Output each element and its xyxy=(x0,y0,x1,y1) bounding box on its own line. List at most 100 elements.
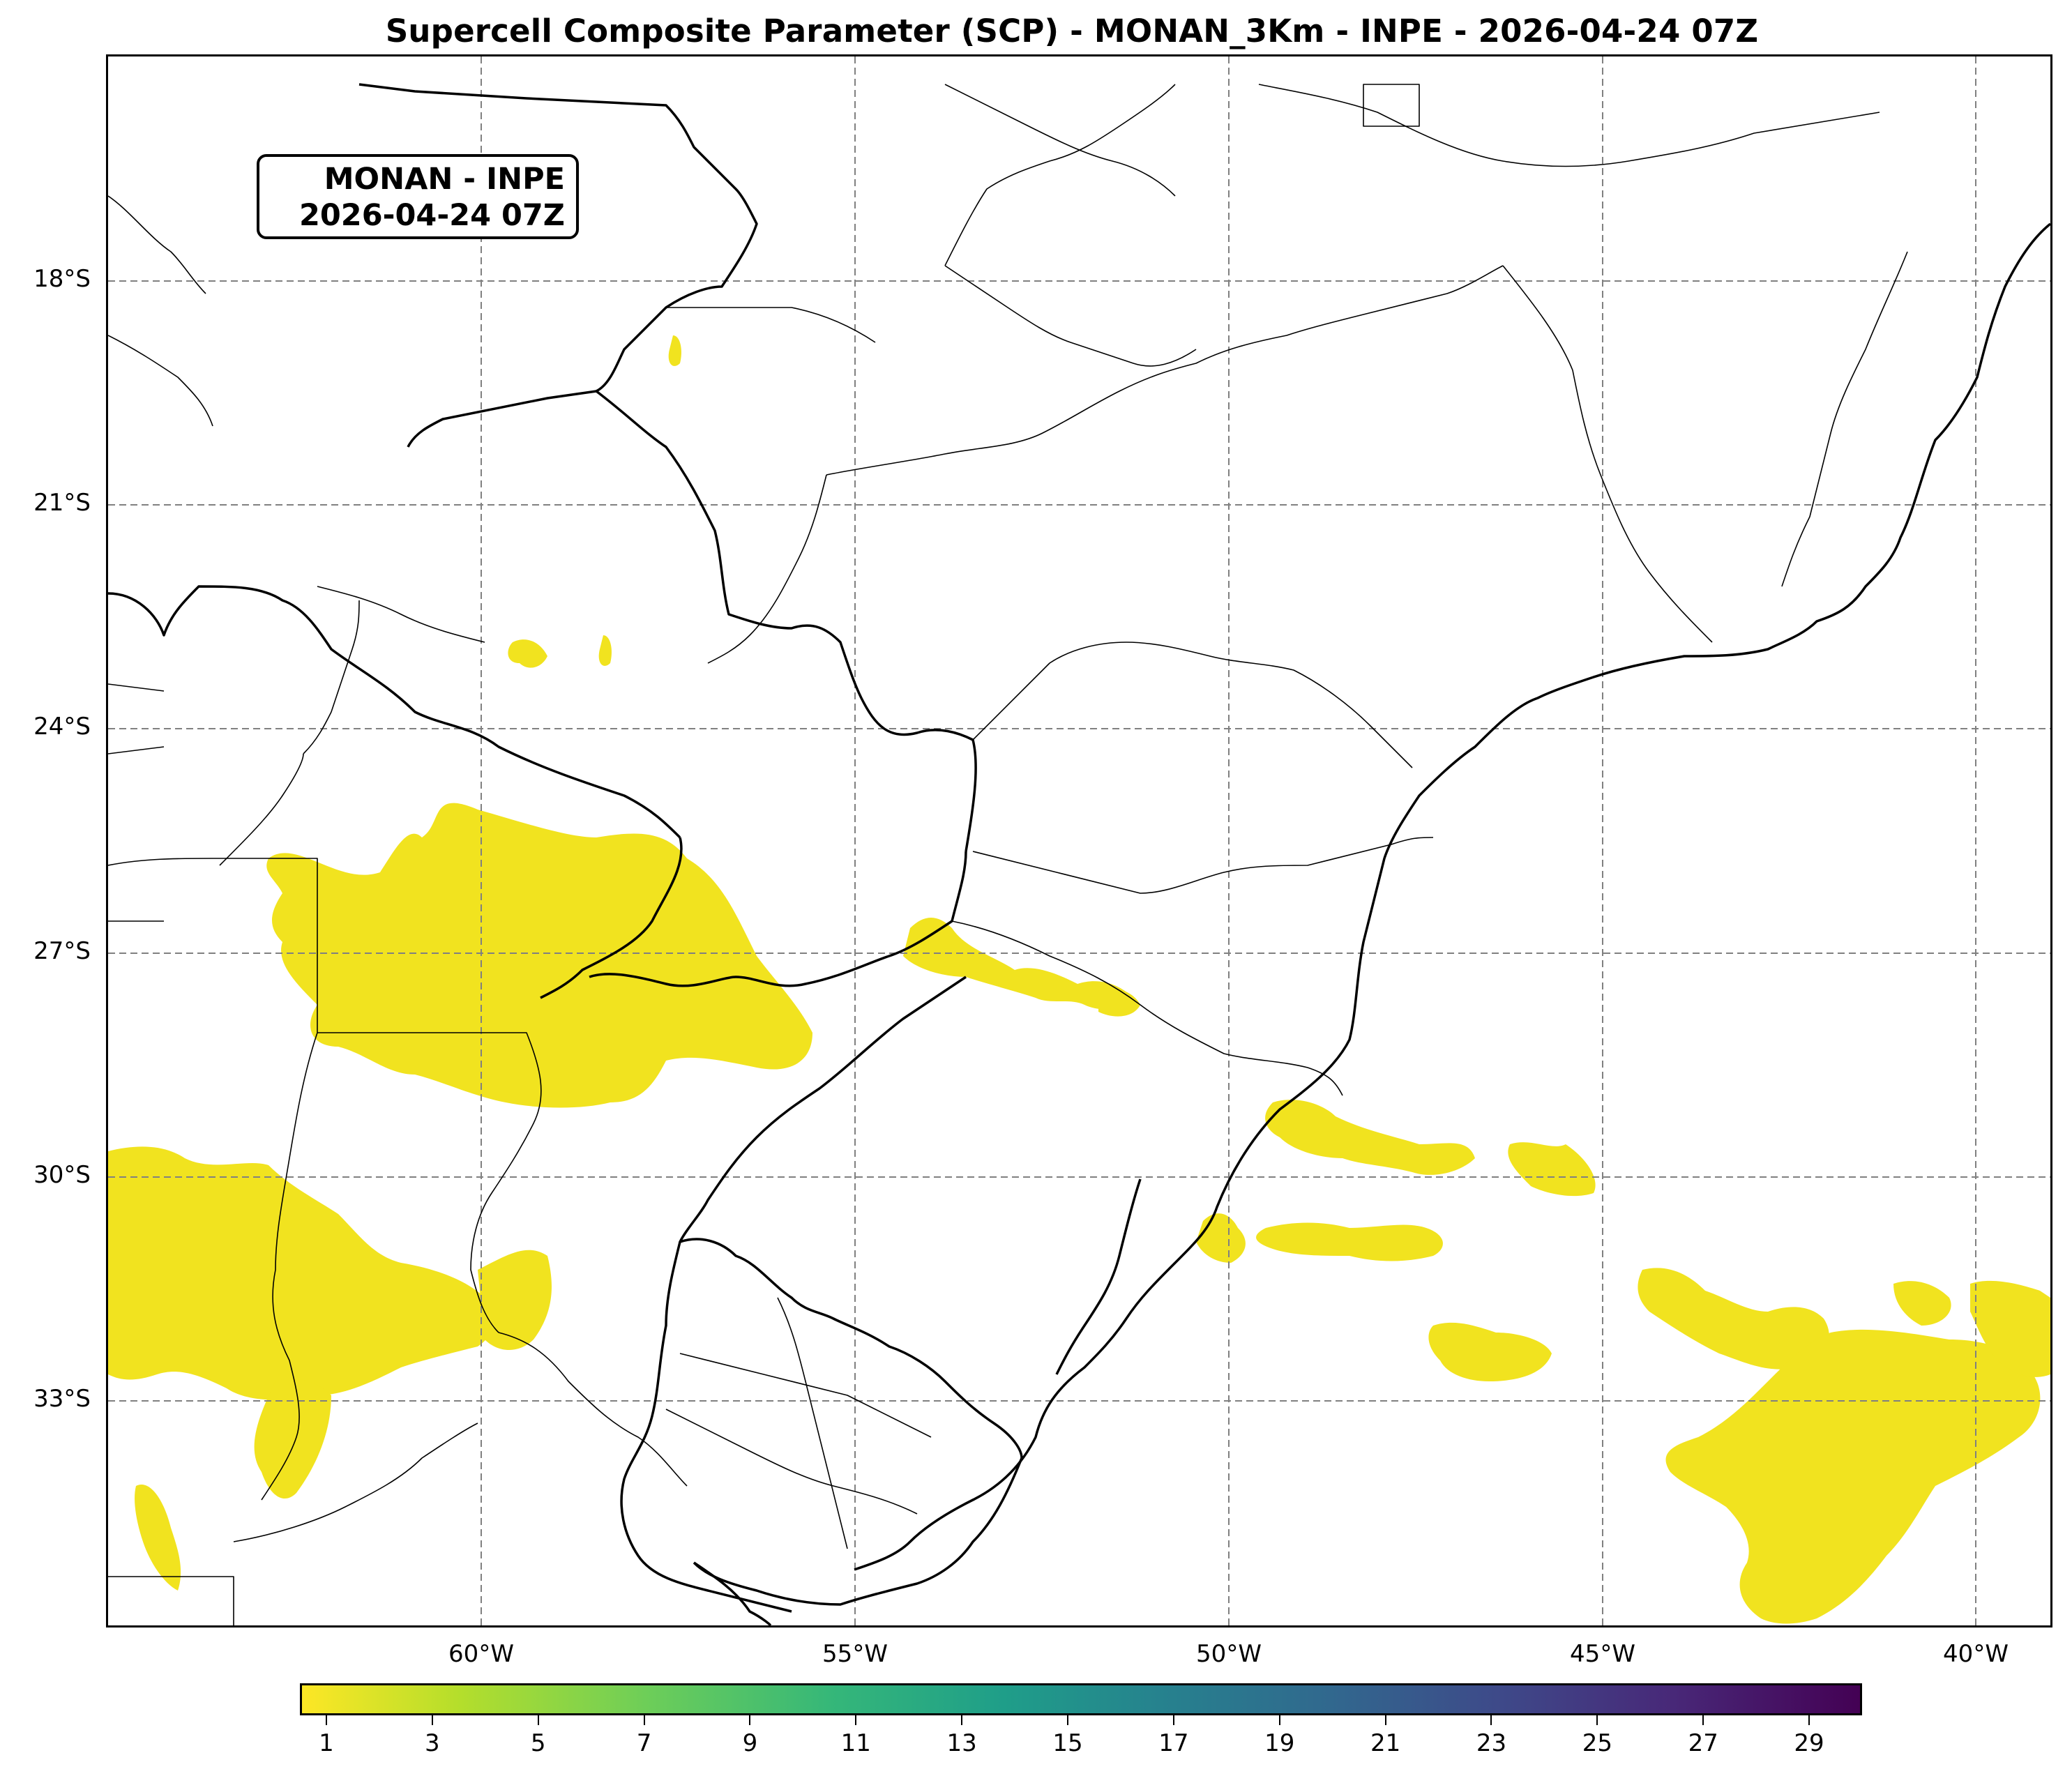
province-border-1 xyxy=(108,858,318,1501)
colorbar-tick-label: 7 xyxy=(636,1729,652,1757)
colorbar-tick-label: 27 xyxy=(1688,1729,1718,1757)
colorbar-tick-label: 13 xyxy=(946,1729,977,1757)
colorbar-tick-label: 29 xyxy=(1794,1729,1824,1757)
scp-blob-atlantic-a xyxy=(1265,1100,1475,1175)
scp-blob-atlantic-g xyxy=(1665,1329,2041,1624)
scp-blob-paraguay-argentina xyxy=(266,803,813,1108)
state-border-go-mg xyxy=(944,265,1197,367)
border-argentina-brazil xyxy=(589,851,967,987)
colorbar-tick-label: 15 xyxy=(1052,1729,1083,1757)
scp-blob-atlantic-e xyxy=(1428,1322,1552,1381)
province-border-5 xyxy=(233,1422,478,1542)
colorbar-tick-label: 11 xyxy=(840,1729,871,1757)
scp-blob-atlantic-i xyxy=(1893,1281,1951,1326)
scp-blob-paraguay-north2 xyxy=(598,635,612,666)
border-brazil-bolivia-north xyxy=(358,83,758,393)
province-border-8 xyxy=(219,753,304,866)
state-border-ms-sp xyxy=(707,474,827,664)
province-border-to-go xyxy=(944,84,1176,197)
colorbar-tick xyxy=(1278,1715,1280,1725)
coastline-brazil xyxy=(854,222,2050,1571)
colorbar-tick xyxy=(1490,1715,1492,1725)
lat-label-18s: 18°S xyxy=(33,265,91,293)
province-border-uruguay-int2 xyxy=(665,1409,918,1515)
colorbar-tick xyxy=(961,1715,963,1725)
province-border-4 xyxy=(498,1332,688,1487)
graticule xyxy=(108,56,2050,1625)
colorbar-tick-label: 3 xyxy=(425,1729,440,1757)
lat-label-33s: 33°S xyxy=(33,1385,91,1413)
border-paraguay-brazil xyxy=(407,390,977,852)
lat-label-27s: 27°S xyxy=(33,937,91,965)
scp-blob-brazil-center xyxy=(1098,988,1140,1017)
map-title: Supercell Composite Parameter (SCP) - MO… xyxy=(385,13,1759,50)
scp-blob-atlantic-h xyxy=(1970,1280,2050,1377)
colorbar-tick-label: 9 xyxy=(742,1729,758,1757)
scp-blob-atlantic-b xyxy=(1508,1142,1596,1197)
border-uruguay-argentina xyxy=(620,1241,792,1613)
colorbar-tick xyxy=(1702,1715,1704,1725)
colorbar-tick-label: 19 xyxy=(1264,1729,1295,1757)
colorbar-tick xyxy=(537,1715,539,1725)
province-border-bolivia-int xyxy=(108,335,213,427)
colorbar-tick-label: 5 xyxy=(530,1729,546,1757)
lon-label-40w: 40°W xyxy=(1943,1640,2009,1668)
lat-label-24s: 24°S xyxy=(33,713,91,741)
state-borders xyxy=(108,84,1908,1625)
lon-label-50w: 50°W xyxy=(1196,1640,1262,1668)
colorbar-tick xyxy=(1172,1715,1174,1725)
info-line-2: 2026-04-24 07Z xyxy=(298,198,565,233)
map-canvas[interactable] xyxy=(108,56,2050,1625)
province-border-bolivia-int2 xyxy=(108,195,206,294)
province-border-6 xyxy=(108,1576,234,1625)
province-border-uruguay-int3 xyxy=(777,1297,848,1549)
info-line-1: MONAN - INPE xyxy=(324,162,565,197)
state-border-df xyxy=(1363,84,1420,127)
scp-blob-atlantic-c xyxy=(1256,1222,1443,1261)
lon-label-45w: 45°W xyxy=(1570,1640,1635,1668)
lon-label-55w: 55°W xyxy=(822,1640,888,1668)
scp-blob-bolivia xyxy=(668,335,681,366)
scp-blob-argentina-mid xyxy=(478,1250,552,1350)
state-border-sc-rs xyxy=(951,920,1343,1096)
scp-field xyxy=(108,335,2050,1624)
scp-blob-argentina-sw xyxy=(254,1379,331,1499)
province-border-mg-north xyxy=(944,84,1176,266)
colorbar-tick xyxy=(1067,1715,1069,1725)
province-border-3 xyxy=(317,1032,542,1333)
scp-blob-paraguay-north xyxy=(508,639,547,668)
state-border-mg-es xyxy=(1781,251,1908,587)
scp-blob-atlantic-f xyxy=(1638,1268,1829,1370)
model-info-box: MONAN - INPE 2026-04-24 07Z xyxy=(257,154,579,239)
state-border-mg-rj xyxy=(1502,265,1713,643)
province-border-10 xyxy=(108,746,165,754)
colorbar-tick xyxy=(431,1715,433,1725)
lagoa-dos-patos xyxy=(1055,1178,1142,1375)
state-border-pr-sc xyxy=(972,837,1434,894)
colorbar-tick xyxy=(643,1715,645,1725)
colorbar-tick xyxy=(1808,1715,1810,1725)
coast-uruguay xyxy=(693,1457,1023,1606)
scp-blob-argentina-s xyxy=(135,1485,181,1591)
province-border-uruguay-int xyxy=(679,1353,932,1438)
colorbar-tick-label: 1 xyxy=(319,1729,334,1757)
province-border-7 xyxy=(303,600,360,754)
colorbar-tick xyxy=(325,1715,327,1725)
colorbar-tick xyxy=(749,1715,751,1725)
province-border-ba-mg xyxy=(1258,84,1880,167)
state-border-mt-ms xyxy=(666,307,876,343)
scp-blob-atlantic-d xyxy=(1196,1213,1246,1263)
lon-label-60w: 60°W xyxy=(448,1640,514,1668)
colorbar-tick-label: 25 xyxy=(1582,1729,1612,1757)
country-borders xyxy=(108,83,2050,1625)
province-border-paraguay-int xyxy=(317,586,485,643)
border-bolivia-paraguay xyxy=(108,585,681,839)
map-panel[interactable]: MONAN - INPE 2026-04-24 07Z xyxy=(106,54,2052,1628)
state-border-mg-sp xyxy=(826,265,1504,476)
lat-label-30s: 30°S xyxy=(33,1161,91,1189)
scp-blob-brazil-south xyxy=(903,918,1133,1010)
colorbar-tick xyxy=(1596,1715,1598,1725)
province-border-9 xyxy=(108,683,165,692)
coast-rio-de-la-plata xyxy=(693,1561,772,1625)
border-argentina-paraguay xyxy=(540,837,683,999)
